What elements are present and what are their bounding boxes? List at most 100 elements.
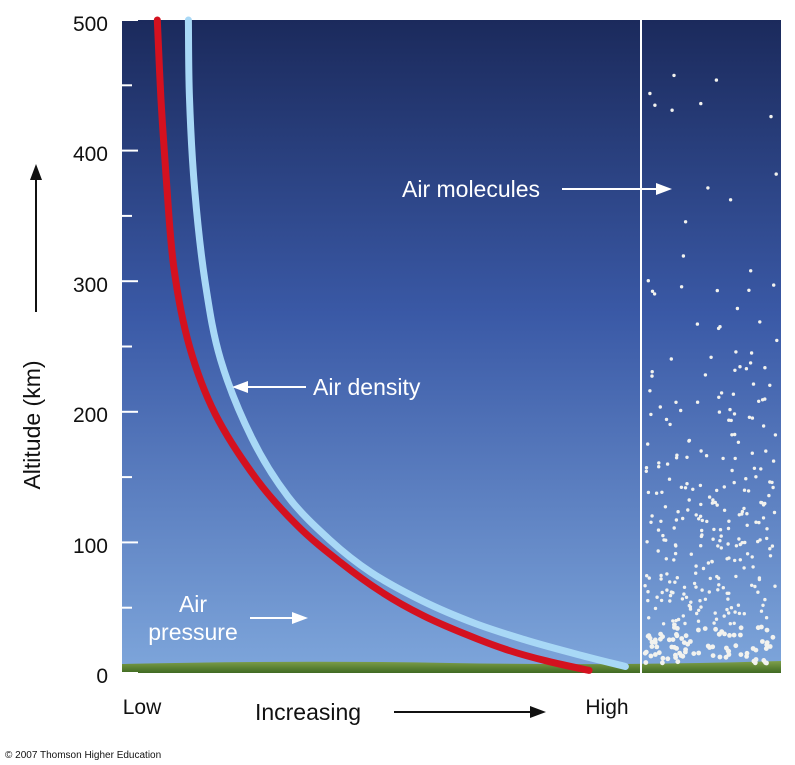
air-molecule-dot	[674, 518, 679, 522]
air-molecule-dot	[727, 519, 731, 523]
air-molecule-dot	[718, 528, 723, 532]
air-molecule-dot	[713, 611, 717, 615]
air-molecule-dot	[673, 543, 678, 547]
air-molecule-dot	[764, 449, 768, 453]
air-molecule-dot	[705, 643, 711, 649]
air-molecule-dot	[737, 611, 742, 616]
air-molecule-dot	[650, 289, 655, 293]
air-molecules	[642, 73, 779, 666]
air-molecule-dot	[765, 527, 769, 531]
air-molecule-dot	[770, 480, 774, 485]
air-molecule-dot	[646, 279, 650, 283]
air-molecule-dot	[665, 656, 671, 662]
air-molecule-dot	[764, 627, 770, 633]
air-molecule-dot	[647, 635, 653, 641]
air-molecule-dot	[699, 544, 703, 548]
air-molecule-dot	[767, 493, 771, 498]
air-molecule-dot	[681, 516, 685, 521]
air-molecule-dot	[660, 590, 664, 595]
air-molecule-dot	[646, 442, 650, 446]
air-molecule-dot	[733, 610, 737, 614]
air-molecule-dot	[649, 639, 655, 645]
air-molecule-dot	[664, 538, 668, 542]
air-molecule-dot	[701, 566, 706, 571]
air-molecule-dot	[764, 640, 770, 645]
air-molecule-dot	[726, 526, 731, 531]
air-molecule-dot	[738, 632, 743, 638]
air-molecule-dot	[767, 644, 773, 649]
air-molecule-dot	[694, 564, 698, 568]
air-molecule-dot	[676, 617, 681, 622]
air-molecule-dot	[764, 616, 769, 620]
air-molecule-dot	[774, 172, 778, 176]
air-molecule-dot	[771, 485, 775, 490]
air-molecule-dot	[654, 644, 660, 650]
air-molecule-dot	[681, 254, 686, 258]
air-molecule-dot	[744, 650, 750, 656]
air-molecule-dot	[742, 566, 746, 570]
air-molecule-dot	[671, 644, 677, 650]
air-molecule-dot	[644, 466, 649, 470]
air-molecule-dot	[699, 605, 703, 609]
air-molecule-dot	[671, 619, 675, 623]
air-molecule-dot	[653, 652, 658, 657]
air-molecule-dot	[683, 649, 688, 655]
air-molecule-dot	[733, 558, 737, 563]
air-molecule-dot	[672, 558, 676, 562]
air-molecule-dot	[674, 633, 680, 639]
air-molecule-dot	[665, 588, 669, 592]
air-molecule-dot	[710, 501, 715, 505]
air-molecule-dot	[744, 367, 749, 371]
air-molecule-dot	[743, 540, 747, 545]
air-molecule-dot	[763, 646, 769, 651]
air-molecule-dot	[742, 506, 746, 511]
air-molecule-dot	[775, 338, 779, 343]
air-molecule-dot	[707, 495, 712, 499]
air-molecule-dot	[714, 78, 719, 82]
air-molecule-dot	[649, 644, 655, 649]
air-molecule-dot	[691, 651, 697, 656]
air-molecule-dot	[695, 400, 700, 404]
copyright-notice: © 2007 Thomson Higher Education	[5, 750, 162, 761]
air-molecule-dot	[758, 538, 762, 542]
air-molecule-dot	[745, 523, 749, 527]
air-molecule-dot	[711, 537, 715, 541]
air-molecule-dot	[765, 536, 769, 541]
air-density-arrow	[232, 381, 306, 393]
air-molecule-dot	[742, 488, 747, 492]
air-molecule-dot	[673, 580, 677, 584]
air-molecule-dot	[645, 540, 649, 544]
air-molecule-dot	[749, 269, 753, 273]
air-molecule-dot	[710, 559, 714, 564]
air-molecule-dot	[740, 512, 744, 516]
air-molecule-dot	[718, 539, 722, 543]
air-molecule-dot	[746, 489, 751, 493]
air-molecule-dot	[675, 626, 680, 631]
air-molecule-dot	[727, 611, 731, 615]
air-molecule-dot	[750, 583, 754, 587]
air-molecule-dot	[753, 647, 759, 653]
air-molecule-dot	[643, 660, 649, 665]
air-molecule-dot	[649, 412, 653, 417]
air-molecule-dot	[696, 650, 702, 656]
air-molecule-dot	[736, 440, 741, 444]
air-molecule-dot	[663, 505, 668, 509]
y-tick-label-0: 0	[96, 665, 108, 688]
air-molecule-dot	[724, 645, 729, 651]
air-molecule-dot	[722, 614, 726, 618]
air-molecule-dot	[659, 577, 663, 581]
air-molecule-dot	[712, 527, 716, 532]
air-molecule-dot	[686, 508, 690, 512]
air-molecule-dot	[728, 622, 732, 626]
air-molecule-dot	[649, 520, 653, 524]
air-molecule-dot	[699, 534, 704, 539]
air-molecule-dot	[751, 658, 757, 664]
air-molecule-dot	[671, 591, 675, 595]
air-molecule-dot	[728, 198, 733, 202]
air-molecule-dot	[670, 637, 676, 642]
air-molecule-dot	[646, 598, 650, 603]
air-molecule-dot	[726, 542, 730, 546]
air-molecule-dot	[732, 480, 736, 485]
air-molecule-dot	[677, 650, 682, 656]
air-molecule-dot	[738, 365, 742, 369]
